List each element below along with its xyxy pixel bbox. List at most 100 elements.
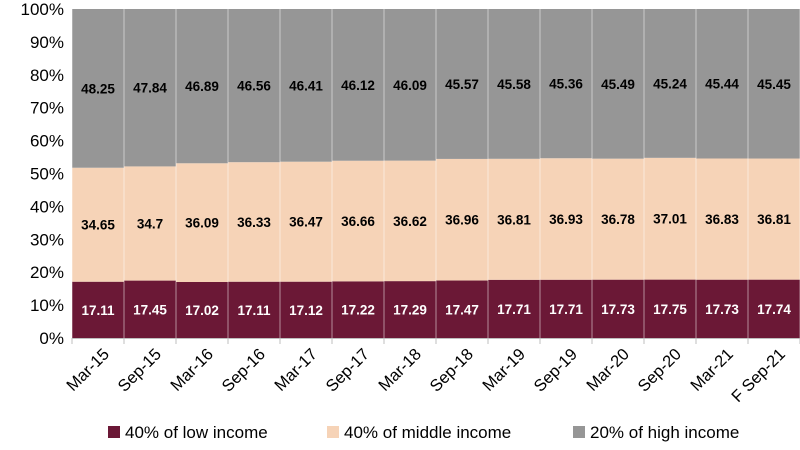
bar-stacks: 17.11 34.65 48.25 17.45 34.7 47.84 17.02 36.09 4… bbox=[72, 9, 800, 338]
segment-low-income bbox=[384, 281, 436, 338]
data-label: 46.56 bbox=[237, 79, 271, 94]
segment-middle-income bbox=[540, 158, 592, 280]
data-label: 45.49 bbox=[601, 77, 635, 92]
data-label: 17.12 bbox=[289, 303, 323, 318]
legend-swatch bbox=[327, 426, 339, 438]
segment-middle-income bbox=[592, 158, 644, 280]
segment-middle-income bbox=[384, 160, 436, 282]
segment-high-income bbox=[124, 9, 176, 167]
segment-high-income bbox=[280, 9, 332, 162]
data-label: 36.81 bbox=[757, 212, 791, 227]
segment-middle-income bbox=[72, 167, 124, 282]
data-label: 45.36 bbox=[549, 77, 583, 92]
data-label: 36.78 bbox=[601, 212, 635, 227]
segment-high-income bbox=[488, 9, 540, 159]
y-tick-label: 30% bbox=[30, 230, 64, 249]
y-tick-label: 0% bbox=[39, 329, 64, 348]
data-label: 45.58 bbox=[497, 77, 531, 92]
y-tick-label: 90% bbox=[30, 33, 64, 52]
data-label: 36.81 bbox=[497, 212, 531, 227]
data-label: 48.25 bbox=[81, 81, 115, 96]
segment-middle-income bbox=[332, 160, 384, 282]
y-axis: 0% 10% 20% 30% 40% 50% 60% 70% 80% 90% 100% bbox=[21, 0, 64, 348]
data-label: 36.96 bbox=[445, 213, 479, 228]
segment-middle-income bbox=[124, 166, 176, 281]
data-label: 37.01 bbox=[653, 212, 687, 227]
x-tick-label: Mar-19 bbox=[479, 345, 529, 395]
data-label: 45.57 bbox=[445, 77, 479, 92]
data-label: 36.33 bbox=[237, 215, 271, 230]
segment-middle-income bbox=[488, 158, 540, 280]
segment-high-income bbox=[644, 9, 696, 158]
data-label: 47.84 bbox=[133, 81, 167, 96]
data-label: 36.83 bbox=[705, 212, 739, 227]
data-label: 17.11 bbox=[237, 303, 271, 318]
x-axis: Mar-15 Sep-15 Mar-16 Sep-16 Mar-17 Sep-17 Mar-… bbox=[63, 338, 800, 406]
data-label: 36.66 bbox=[341, 214, 375, 229]
data-label: 17.45 bbox=[133, 302, 167, 317]
segment-low-income bbox=[280, 281, 332, 338]
data-label: 17.11 bbox=[81, 303, 115, 318]
segment-low-income bbox=[176, 282, 228, 338]
data-label: 17.22 bbox=[341, 303, 375, 318]
x-tick-label: Mar-20 bbox=[583, 345, 633, 395]
legend-label: 40% of low income bbox=[125, 423, 268, 442]
segment-middle-income bbox=[696, 158, 748, 280]
segment-high-income bbox=[332, 9, 384, 161]
x-tick-label: Mar-15 bbox=[63, 345, 113, 395]
legend-label: 20% of high income bbox=[590, 423, 739, 442]
x-tick-label: F Sep-21 bbox=[728, 345, 789, 406]
data-label: 46.09 bbox=[393, 78, 427, 93]
x-tick-label: Mar-21 bbox=[687, 345, 737, 395]
y-tick-label: 70% bbox=[30, 99, 64, 118]
data-label: 17.71 bbox=[497, 302, 531, 317]
data-label: 17.74 bbox=[757, 302, 791, 317]
y-tick-label: 40% bbox=[30, 197, 64, 216]
data-label: 46.89 bbox=[185, 79, 219, 94]
legend: 40% of low income 40% of middle income 20%… bbox=[108, 423, 739, 442]
x-tick-label: Sep-20 bbox=[635, 345, 685, 395]
segment-high-income bbox=[592, 9, 644, 159]
x-tick-label: Sep-15 bbox=[115, 345, 165, 395]
data-label: 45.45 bbox=[757, 77, 791, 92]
data-label: 17.73 bbox=[601, 302, 635, 317]
data-label: 36.62 bbox=[393, 214, 427, 229]
y-tick-label: 20% bbox=[30, 263, 64, 282]
data-label: 17.02 bbox=[185, 303, 219, 318]
data-label: 45.24 bbox=[653, 76, 687, 91]
data-label: 17.73 bbox=[705, 302, 739, 317]
segment-middle-income bbox=[176, 163, 228, 283]
segment-middle-income bbox=[228, 162, 280, 282]
data-label: 45.44 bbox=[705, 77, 739, 92]
data-label: 17.75 bbox=[653, 302, 687, 317]
segment-low-income bbox=[228, 281, 280, 338]
data-label: 36.93 bbox=[549, 212, 583, 227]
x-tick-label: Sep-16 bbox=[219, 345, 269, 395]
legend-swatch bbox=[573, 426, 585, 438]
segment-high-income bbox=[748, 9, 800, 159]
segment-high-income bbox=[176, 9, 228, 164]
data-label: 36.47 bbox=[289, 215, 323, 230]
data-label: 34.65 bbox=[81, 218, 115, 233]
segment-low-income bbox=[488, 279, 540, 338]
data-label: 34.7 bbox=[137, 216, 163, 231]
y-tick-label: 80% bbox=[30, 66, 64, 85]
data-label: 17.71 bbox=[549, 302, 583, 317]
data-label: 46.12 bbox=[341, 78, 375, 93]
y-tick-label: 10% bbox=[30, 296, 64, 315]
segment-high-income bbox=[228, 9, 280, 163]
segment-low-income bbox=[748, 279, 800, 338]
segment-low-income bbox=[696, 279, 748, 338]
segment-middle-income bbox=[436, 158, 488, 281]
x-tick-label: Mar-16 bbox=[167, 345, 217, 395]
y-tick-label: 100% bbox=[21, 0, 64, 19]
segment-high-income bbox=[384, 9, 436, 161]
legend-label: 40% of middle income bbox=[344, 423, 511, 442]
segment-low-income bbox=[436, 280, 488, 338]
segment-low-income bbox=[124, 280, 176, 338]
segment-low-income bbox=[540, 279, 592, 338]
x-tick-label: Mar-17 bbox=[271, 345, 321, 395]
segment-high-income bbox=[436, 9, 488, 159]
